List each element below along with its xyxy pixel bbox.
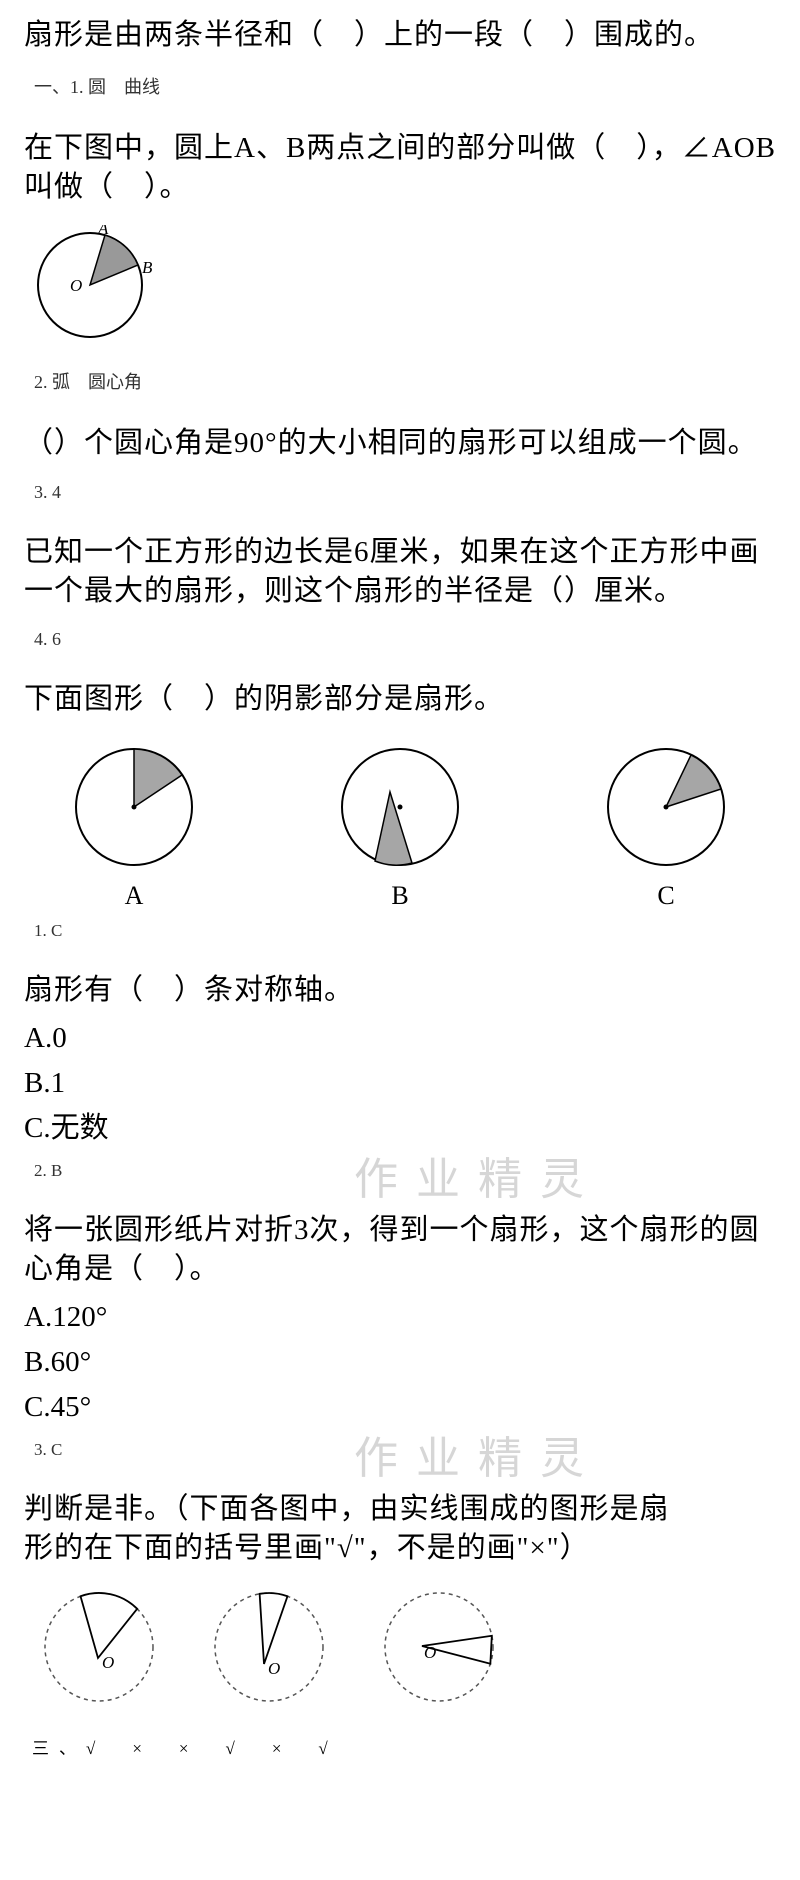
watermark-2: 作业精灵 (24, 1426, 776, 1470)
figure-5a: A (64, 737, 204, 911)
question-3-text: （）个圆心角是90°的大小相同的扇形可以组成一个圆。 (24, 424, 776, 463)
answer-1: 一、1. 圆 曲线 (34, 73, 776, 99)
answer-1-text: 一、1. 圆 曲线 (34, 77, 160, 97)
question-1-text: 扇形是由两条半径和（ ）上的一段（ ）围成的。 (24, 16, 776, 55)
figure-5b: B (330, 737, 470, 911)
question-2-figure: A B O (30, 225, 776, 350)
svg-text:O: O (70, 276, 82, 295)
figure-5a-caption: A (125, 881, 144, 911)
question-8-line2: 形的在下面的括号里画"√"，不是的画"×"） (24, 1532, 590, 1564)
answer-4: 4. 6 (34, 629, 776, 650)
watermark-1-text: 作业精灵 (354, 1143, 602, 1207)
question-2-text: 在下图中，圆上A、B两点之间的部分叫做（ ），∠AOB叫做（ ）。 (24, 129, 776, 207)
question-4-text: 已知一个正方形的边长是6厘米，如果在这个正方形中画一个最大的扇形，则这个扇形的半… (24, 533, 776, 611)
question-8-figures: O O O (24, 1582, 776, 1712)
question-6-text: 扇形有（ ）条对称轴。 (24, 971, 776, 1010)
answer-5: 1. C (34, 921, 776, 941)
question-8-text: 判断是非。（下面各图中，由实线围成的图形是扇 形的在下面的括号里画"√"，不是的… (24, 1490, 776, 1568)
question-6-options: A.0 B.1 C.无数 (24, 1016, 776, 1151)
question-5-text: 下面图形（ ）的阴影部分是扇形。 (24, 680, 776, 719)
answer-2: 2. 弧 圆心角 (34, 368, 776, 394)
figure-5c-caption: C (657, 881, 674, 911)
option-7a: A.120° (24, 1295, 776, 1340)
svg-text:O: O (102, 1653, 114, 1672)
option-6b: B.1 (24, 1061, 776, 1106)
answer-8: 三、√ × × √ × √ (24, 1734, 776, 1759)
figure-5b-caption: B (391, 881, 408, 911)
question-5-figures: A B C (24, 737, 776, 911)
figure-8-1: O (34, 1582, 164, 1712)
watermark-2-text: 作业精灵 (354, 1422, 602, 1486)
option-7b: B.60° (24, 1340, 776, 1385)
watermark-1: 作业精灵 (24, 1147, 776, 1191)
question-7-options: A.120° B.60° C.45° (24, 1295, 776, 1430)
answer-3: 3. 4 (34, 482, 776, 503)
svg-text:O: O (268, 1659, 280, 1678)
figure-8-3: O (374, 1582, 504, 1712)
question-8-line1: 判断是非。（下面各图中，由实线围成的图形是扇 (24, 1493, 670, 1525)
svg-text:O: O (424, 1643, 436, 1662)
question-7-text: 将一张圆形纸片对折3次，得到一个扇形，这个扇形的圆心角是（ ）。 (24, 1211, 776, 1289)
svg-text:A: A (97, 225, 109, 238)
option-6a: A.0 (24, 1016, 776, 1061)
figure-8-2: O (204, 1582, 334, 1712)
figure-5c: C (596, 737, 736, 911)
svg-text:B: B (142, 258, 153, 277)
